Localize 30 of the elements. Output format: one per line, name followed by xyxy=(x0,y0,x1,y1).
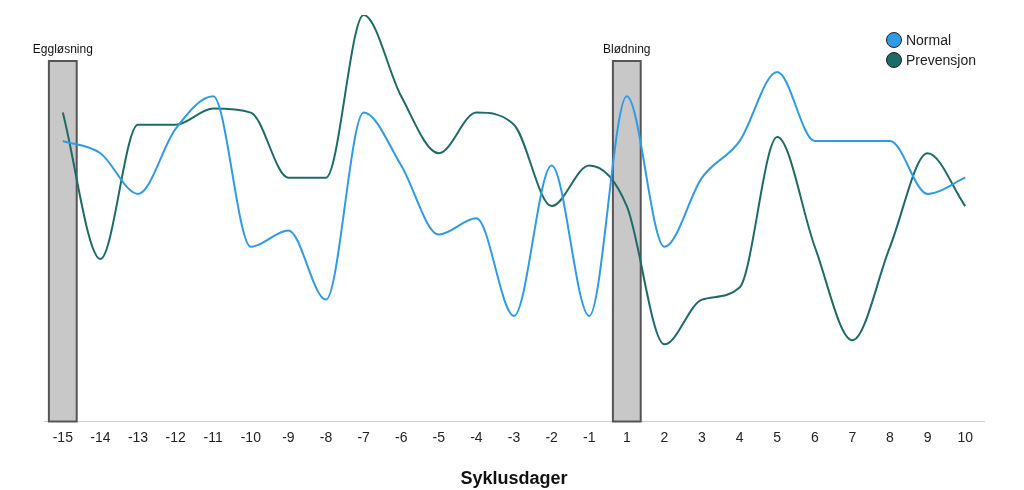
x-tick-label: -14 xyxy=(90,428,111,445)
x-tick-label: 6 xyxy=(810,428,819,445)
x-tick-label: -11 xyxy=(203,428,224,445)
band-label: Eggløsning xyxy=(32,42,93,57)
x-tick-label: -6 xyxy=(394,428,408,445)
x-tick-label: -12 xyxy=(165,428,186,445)
x-tick-label: 10 xyxy=(957,428,974,445)
x-tick-label: 9 xyxy=(923,428,932,445)
x-tick-label: -7 xyxy=(357,428,371,445)
x-tick-label: -8 xyxy=(319,428,333,445)
x-tick-label: -2 xyxy=(545,428,559,445)
x-tick-label: 5 xyxy=(773,428,782,445)
x-tick-label: -9 xyxy=(282,428,295,445)
legend-label: Prevensjon xyxy=(905,52,976,68)
x-tick-label: -15 xyxy=(52,428,74,445)
x-tick-label: -4 xyxy=(470,428,483,445)
legend-label: Normal xyxy=(905,32,952,48)
x-tick-label: -5 xyxy=(432,428,446,445)
band-label: Blødning xyxy=(603,42,651,57)
x-tick-label: 3 xyxy=(698,428,707,445)
x-tick-label: 8 xyxy=(886,428,895,445)
x-tick-label: -10 xyxy=(240,428,262,445)
x-tick-label: 7 xyxy=(848,428,857,445)
x-tick-label: 1 xyxy=(622,428,631,445)
x-tick-label: -3 xyxy=(507,428,521,445)
x-tick-label: -1 xyxy=(582,428,596,445)
x-axis-title: Syklusdager xyxy=(460,468,568,489)
x-tick-label: -13 xyxy=(127,428,149,445)
x-tick-label: 4 xyxy=(735,428,744,445)
x-tick-label: 2 xyxy=(660,428,669,445)
